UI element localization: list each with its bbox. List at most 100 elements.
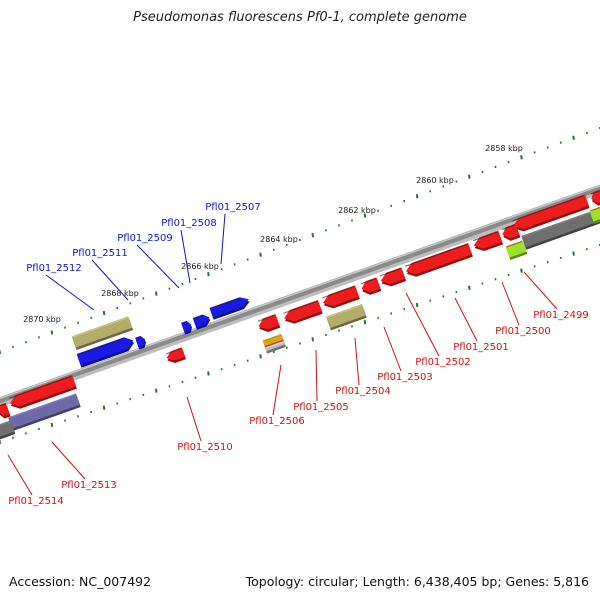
gene-pfl01-2513[interactable] bbox=[8, 374, 77, 411]
gene-highlight bbox=[0, 403, 6, 408]
ruler-tick bbox=[415, 302, 419, 308]
kbp-tick-label: 2868 kbp bbox=[101, 289, 139, 298]
gene-pfl01-2503[interactable] bbox=[379, 267, 407, 289]
ruler-tick bbox=[154, 388, 158, 393]
gene-highlight bbox=[472, 231, 498, 242]
gene-label-minus[interactable]: Pfl01_2513 bbox=[61, 480, 117, 491]
leader-line bbox=[501, 281, 520, 326]
gene-highlight bbox=[512, 195, 585, 222]
gene-body bbox=[76, 337, 134, 366]
gene-body bbox=[323, 285, 359, 306]
gene-pfl01-2505[interactable] bbox=[321, 285, 360, 311]
gene-label-plus[interactable]: Pfl01_2511 bbox=[72, 248, 128, 259]
gene-pfl01-2499[interactable] bbox=[511, 194, 590, 234]
gene-body bbox=[135, 335, 146, 348]
gene-grey-track[interactable] bbox=[521, 208, 600, 250]
gene-highlight bbox=[590, 190, 600, 195]
gene-pfl01-2506a[interactable] bbox=[257, 314, 281, 334]
gene-label-plus[interactable]: Pfl01_2508 bbox=[161, 218, 217, 229]
leader-line bbox=[315, 349, 318, 402]
genome-backbone bbox=[0, 184, 600, 404]
gene-highlight bbox=[360, 278, 377, 285]
leader-line bbox=[136, 244, 180, 289]
gene-right-edge[interactable] bbox=[589, 189, 600, 207]
gene-olive-lower[interactable] bbox=[326, 304, 367, 331]
gene-highlight bbox=[77, 337, 125, 356]
kbp-tick-label: 2860 kbp bbox=[416, 176, 454, 185]
ruler-tick bbox=[520, 268, 523, 273]
gene-highlight bbox=[9, 394, 76, 419]
gene-body bbox=[505, 240, 527, 258]
gene-label-minus[interactable]: Pfl01_2499 bbox=[533, 310, 589, 321]
ruler-tick bbox=[102, 310, 106, 316]
leader-line bbox=[220, 213, 226, 265]
gene-label-minus[interactable]: Pfl01_2501 bbox=[453, 342, 509, 353]
gene-label-minus[interactable]: Pfl01_2504 bbox=[335, 386, 391, 397]
leader-line bbox=[180, 229, 191, 284]
gene-olive-upper[interactable] bbox=[71, 316, 134, 351]
gene-pfl01-2507[interactable] bbox=[209, 295, 251, 320]
ruler-tick bbox=[259, 354, 262, 359]
gene-body bbox=[473, 230, 503, 249]
gene-highlight bbox=[9, 375, 72, 399]
kbp-tick-label: 2870 kbp bbox=[23, 315, 61, 324]
gene-highlight bbox=[72, 317, 128, 338]
gene-lime-edge[interactable] bbox=[589, 206, 600, 225]
ruler-tick bbox=[415, 194, 419, 199]
ruler-tick bbox=[363, 319, 367, 325]
ruler-tick bbox=[468, 174, 471, 179]
gene-highlight bbox=[210, 297, 241, 310]
gene-pfl01-2509[interactable] bbox=[181, 320, 194, 335]
gene-body bbox=[284, 300, 322, 322]
gene-label-minus[interactable]: Pfl01_2510 bbox=[177, 442, 233, 453]
leader-line bbox=[354, 337, 360, 386]
gene-pfl01-2514[interactable] bbox=[0, 402, 11, 420]
gene-pfl01-2512[interactable] bbox=[76, 335, 137, 368]
gene-pfl01-2506b[interactable] bbox=[282, 300, 323, 326]
ruler-tick bbox=[311, 232, 315, 238]
gene-highlight bbox=[193, 314, 204, 320]
leader-line bbox=[91, 259, 129, 301]
leader-line bbox=[454, 297, 478, 342]
gene-label-minus[interactable]: Pfl01_2506 bbox=[249, 416, 305, 427]
gene-pfl01-2508[interactable] bbox=[192, 313, 212, 330]
ruler-tick bbox=[207, 271, 210, 277]
gene-pfl01-2510[interactable] bbox=[165, 347, 186, 365]
ruler-tick bbox=[572, 135, 575, 140]
gene-pfl01-2500[interactable] bbox=[500, 223, 521, 243]
gene-highlight bbox=[522, 209, 599, 238]
gene-pfl01-2504[interactable] bbox=[360, 277, 382, 297]
leader-line bbox=[51, 441, 86, 480]
gene-grey-thin[interactable] bbox=[264, 340, 286, 354]
gene-label-minus[interactable]: Pfl01_2502 bbox=[415, 357, 471, 368]
gene-body bbox=[0, 420, 15, 438]
ruler-tick bbox=[468, 285, 471, 290]
map-title: Pseudomonas fluorescens Pf0-1, complete … bbox=[133, 10, 467, 25]
ruler-tick bbox=[50, 330, 54, 335]
gene-grey-left[interactable] bbox=[0, 420, 16, 441]
gene-body bbox=[71, 316, 133, 348]
gene-body bbox=[405, 242, 473, 275]
gene-highlight bbox=[265, 341, 284, 349]
gene-label-plus[interactable]: Pfl01_2512 bbox=[26, 263, 82, 274]
gene-body bbox=[521, 208, 600, 248]
gene-label-minus[interactable]: Pfl01_2503 bbox=[377, 372, 433, 383]
gene-pfl01-2502[interactable] bbox=[404, 242, 473, 279]
ruler-tick bbox=[363, 213, 367, 218]
gene-pfl01-2501[interactable] bbox=[472, 230, 504, 254]
gene-orange-track[interactable] bbox=[262, 333, 285, 349]
leader-line bbox=[272, 364, 282, 416]
gene-label-plus[interactable]: Pfl01_2507 bbox=[205, 202, 261, 213]
gene-lime-track[interactable] bbox=[505, 240, 528, 261]
gene-label-minus[interactable]: Pfl01_2514 bbox=[8, 496, 64, 507]
kbp-tick-label: 2858 kbp bbox=[485, 144, 523, 153]
gene-slate-track[interactable] bbox=[8, 393, 81, 432]
gene-label-minus[interactable]: Pfl01_2500 bbox=[495, 326, 551, 337]
gene-label-minus[interactable]: Pfl01_2505 bbox=[293, 402, 349, 413]
gene-pfl01-2511[interactable] bbox=[135, 335, 148, 350]
leader-line bbox=[383, 326, 402, 372]
leader-line bbox=[7, 454, 33, 496]
gene-label-plus[interactable]: Pfl01_2509 bbox=[117, 233, 173, 244]
ruler-tick bbox=[572, 251, 575, 256]
